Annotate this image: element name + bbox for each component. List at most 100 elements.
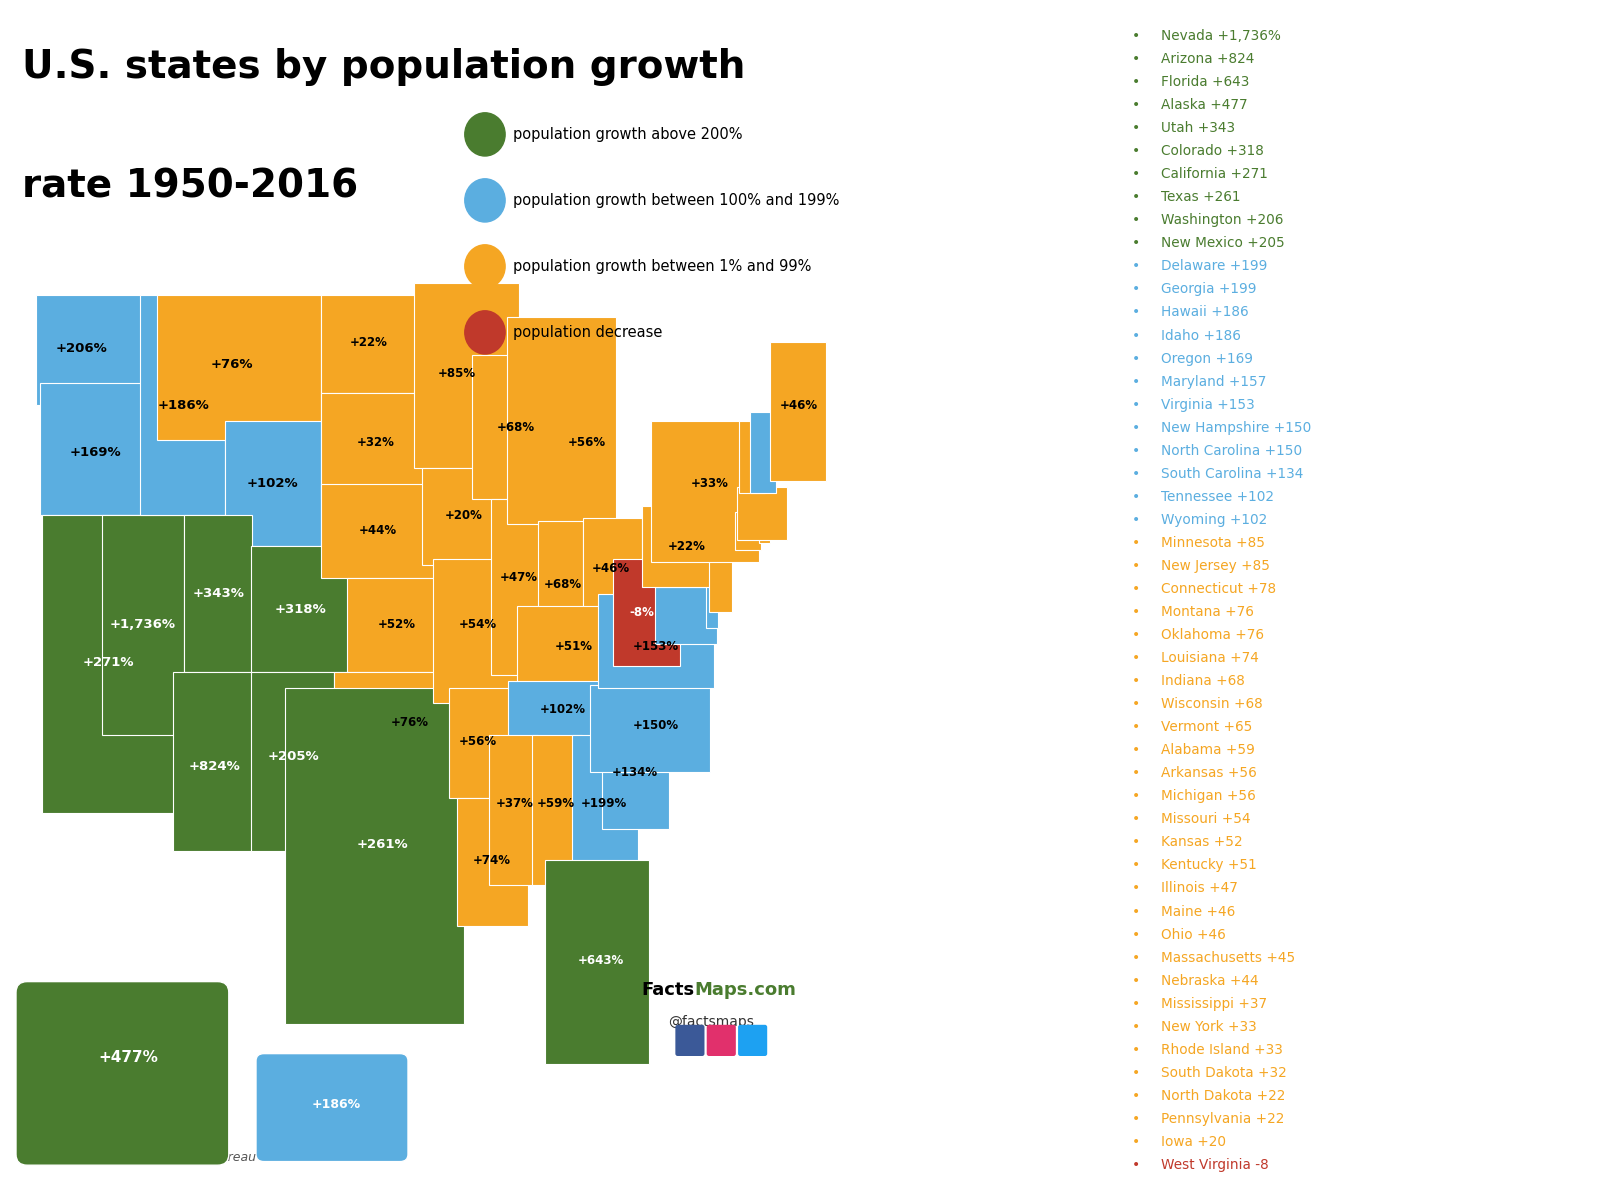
Bar bbox=[320, 484, 440, 578]
Text: •: • bbox=[1131, 582, 1139, 596]
Circle shape bbox=[464, 311, 506, 354]
Text: +59%: +59% bbox=[536, 797, 574, 810]
Text: Rhode Island +33: Rhode Island +33 bbox=[1162, 1043, 1283, 1057]
Text: •: • bbox=[1131, 1020, 1139, 1033]
Text: •: • bbox=[1131, 214, 1139, 227]
Text: U.S. states by population growth: U.S. states by population growth bbox=[22, 48, 746, 86]
Text: •: • bbox=[1131, 352, 1139, 366]
Bar bbox=[450, 688, 517, 798]
Text: Oklahoma +76: Oklahoma +76 bbox=[1162, 628, 1264, 642]
Text: •: • bbox=[1131, 512, 1139, 527]
Text: •: • bbox=[1131, 628, 1139, 642]
Bar bbox=[573, 734, 638, 880]
Text: f: f bbox=[686, 1034, 693, 1046]
Bar bbox=[651, 421, 760, 562]
Text: •: • bbox=[1131, 905, 1139, 918]
FancyBboxPatch shape bbox=[738, 1025, 768, 1056]
Text: Louisiana +74: Louisiana +74 bbox=[1162, 652, 1259, 665]
Text: +186%: +186% bbox=[312, 1098, 360, 1110]
Bar bbox=[750, 412, 776, 493]
Text: •: • bbox=[1131, 674, 1139, 688]
Bar bbox=[770, 342, 826, 480]
Circle shape bbox=[464, 113, 506, 156]
Text: +76%: +76% bbox=[390, 715, 429, 728]
Bar bbox=[738, 487, 787, 540]
Text: Pennsylvania +22: Pennsylvania +22 bbox=[1162, 1112, 1285, 1126]
Text: •: • bbox=[1131, 329, 1139, 342]
Text: Iowa +20: Iowa +20 bbox=[1162, 1135, 1226, 1148]
Text: @factsmaps: @factsmaps bbox=[669, 1015, 754, 1030]
Text: •: • bbox=[1131, 1043, 1139, 1057]
Text: •: • bbox=[1131, 997, 1139, 1010]
Text: +271%: +271% bbox=[83, 656, 134, 670]
Text: •: • bbox=[1131, 167, 1139, 181]
Text: California +271: California +271 bbox=[1162, 167, 1267, 181]
Bar bbox=[656, 587, 717, 643]
Text: +47%: +47% bbox=[499, 571, 538, 584]
Text: West Virginia -8: West Virginia -8 bbox=[1162, 1158, 1269, 1172]
Bar bbox=[533, 734, 582, 886]
Bar bbox=[334, 672, 451, 779]
Text: +20%: +20% bbox=[445, 509, 483, 522]
Bar bbox=[432, 559, 525, 703]
Text: +22%: +22% bbox=[349, 336, 387, 349]
Text: Alabama +59: Alabama +59 bbox=[1162, 743, 1254, 757]
Text: •: • bbox=[1131, 1112, 1139, 1126]
Text: Oregon +169: Oregon +169 bbox=[1162, 352, 1253, 366]
Bar bbox=[102, 515, 184, 734]
Text: Georgia +199: Georgia +199 bbox=[1162, 282, 1256, 296]
Text: Arizona +824: Arizona +824 bbox=[1162, 52, 1254, 66]
Bar bbox=[472, 355, 563, 499]
Text: +68%: +68% bbox=[544, 577, 582, 590]
Text: i: i bbox=[720, 1034, 723, 1046]
Text: population growth between 1% and 99%: population growth between 1% and 99% bbox=[514, 259, 811, 274]
Text: +32%: +32% bbox=[357, 437, 394, 449]
Text: •: • bbox=[1131, 191, 1139, 204]
Text: North Dakota +22: North Dakota +22 bbox=[1162, 1088, 1285, 1103]
Bar bbox=[251, 672, 334, 851]
Text: •: • bbox=[1131, 652, 1139, 665]
Text: +643%: +643% bbox=[578, 954, 624, 967]
FancyBboxPatch shape bbox=[675, 1025, 704, 1056]
Text: New York +33: New York +33 bbox=[1162, 1020, 1256, 1033]
Text: +76%: +76% bbox=[211, 358, 253, 371]
Bar bbox=[413, 283, 518, 468]
Text: +56%: +56% bbox=[459, 734, 498, 748]
Text: +74%: +74% bbox=[472, 854, 510, 866]
Bar bbox=[582, 518, 642, 628]
Text: +56%: +56% bbox=[568, 437, 606, 449]
Text: New Hampshire +150: New Hampshire +150 bbox=[1162, 421, 1310, 434]
Text: +33%: +33% bbox=[691, 478, 730, 490]
Text: •: • bbox=[1131, 559, 1139, 572]
Text: Source: United States Census Bureau: Source: United States Census Bureau bbox=[22, 1151, 256, 1164]
Bar bbox=[422, 468, 510, 565]
Text: Texas +261: Texas +261 bbox=[1162, 191, 1240, 204]
Text: •: • bbox=[1131, 950, 1139, 965]
Text: Virginia +153: Virginia +153 bbox=[1162, 397, 1254, 412]
Text: t: t bbox=[750, 1034, 755, 1046]
Text: •: • bbox=[1131, 1066, 1139, 1080]
Bar bbox=[37, 295, 144, 406]
Bar bbox=[538, 521, 582, 647]
Text: •: • bbox=[1131, 1158, 1139, 1172]
Bar bbox=[760, 515, 770, 544]
Bar bbox=[491, 499, 546, 676]
Bar bbox=[226, 421, 320, 546]
Text: •: • bbox=[1131, 421, 1139, 434]
Text: +169%: +169% bbox=[69, 446, 122, 458]
Text: Indiana +68: Indiana +68 bbox=[1162, 674, 1245, 688]
Bar bbox=[507, 682, 627, 738]
Text: •: • bbox=[1131, 767, 1139, 780]
Bar bbox=[285, 688, 464, 1024]
Text: rate 1950-2016: rate 1950-2016 bbox=[22, 168, 358, 206]
Text: •: • bbox=[1131, 835, 1139, 850]
Text: Utah +343: Utah +343 bbox=[1162, 121, 1235, 136]
Bar bbox=[320, 295, 422, 392]
Text: +102%: +102% bbox=[246, 478, 299, 490]
Text: Maine +46: Maine +46 bbox=[1162, 905, 1235, 918]
Text: +68%: +68% bbox=[498, 421, 534, 433]
Circle shape bbox=[464, 245, 506, 288]
Text: Alaska +477: Alaska +477 bbox=[1162, 98, 1248, 112]
Text: •: • bbox=[1131, 444, 1139, 457]
Text: •: • bbox=[1131, 29, 1139, 43]
